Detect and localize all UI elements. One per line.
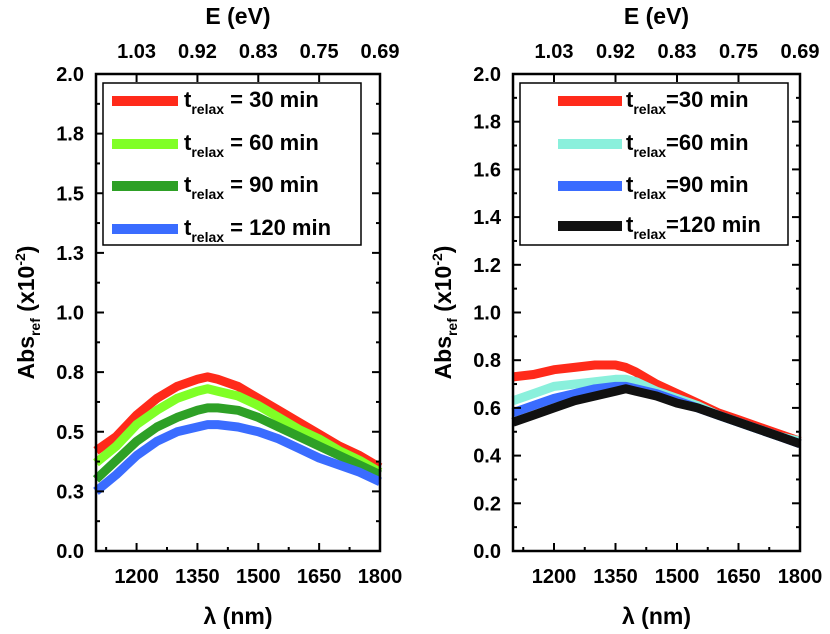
right-absorbance-panel: 1200 1350 1500 1650 1800 1.03 0.92 0.83 0.75 0.69… <box>429 3 822 629</box>
left-absorbance-panel: 1200 1350 1500 1650 1800 1.03 0.92 0.83 0.75 0.69… <box>12 3 402 629</box>
top-tick-label: 0.92 <box>596 41 635 63</box>
y-tick-label: 1.6 <box>473 159 501 181</box>
y-axis-title: Absref (x10-2) <box>429 246 460 380</box>
y-axis-title: Absref (x10-2) <box>12 246 43 380</box>
y-tick-label: 0.8 <box>473 350 501 372</box>
top-tick-label: 1.03 <box>117 41 156 63</box>
series-line-4 <box>511 384 802 448</box>
y-tick-label: 1.0 <box>473 303 501 325</box>
x-tick-label: 1200 <box>114 566 159 588</box>
legend-label-1: trelax = 30 min <box>184 87 319 117</box>
x-tick-label: 1350 <box>175 566 220 588</box>
legend-label-1: trelax=30 min <box>626 87 749 117</box>
top-tick-label: 0.83 <box>239 41 278 63</box>
top-tick-label: 0.75 <box>300 41 339 63</box>
y-tick-label: 0.2 <box>473 493 501 515</box>
y-tick-label: 1.0 <box>56 303 84 325</box>
y-tick-label: 0.8 <box>56 362 84 384</box>
legend-box <box>102 82 362 246</box>
top-tick-label: 1.03 <box>535 41 574 63</box>
legend-label-2: trelax = 60 min <box>184 130 319 160</box>
legend-label-4: trelax=120 min <box>626 212 761 242</box>
top-tick-label: 0.83 <box>658 41 697 63</box>
legend-label-3: trelax=90 min <box>626 172 749 202</box>
y-tick-label: 1.2 <box>473 255 501 277</box>
y-tick-label: 0.6 <box>473 398 501 420</box>
series-line-2 <box>93 384 383 477</box>
y-tick-label: 0.3 <box>56 481 84 503</box>
series-line-4 <box>93 420 382 495</box>
y-tick-label: 1.4 <box>473 207 502 229</box>
x-tick-label: 1500 <box>655 566 700 588</box>
legend-label-3: trelax = 90 min <box>184 172 319 202</box>
top-tick-label: 0.69 <box>781 41 820 63</box>
top-axis-title: E (eV) <box>624 3 689 29</box>
top-tick-label: 0.69 <box>361 41 400 63</box>
y-tick-label: 2.0 <box>56 64 84 86</box>
x-tick-label: 1650 <box>297 566 342 588</box>
x-tick-label: 1800 <box>778 566 823 588</box>
legend-label-4: trelax = 120 min <box>184 215 331 245</box>
top-tick-label: 0.92 <box>178 41 217 63</box>
y-tick-label: 0.5 <box>56 422 84 444</box>
x-tick-label: 1200 <box>532 566 577 588</box>
y-tick-label: 1.5 <box>56 183 84 205</box>
x-tick-label: 1500 <box>236 566 281 588</box>
y-tick-label: 1.8 <box>473 112 501 134</box>
legend-label-2: trelax=60 min <box>626 130 749 160</box>
y-tick-label: 1.3 <box>56 243 84 265</box>
x-tick-label: 1350 <box>593 566 638 588</box>
top-tick-label: 0.75 <box>719 41 758 63</box>
y-tick-label: 1.8 <box>56 124 84 146</box>
x-axis-title: λ (nm) <box>204 603 273 629</box>
legend-box <box>519 82 789 246</box>
x-axis-title: λ (nm) <box>622 603 691 629</box>
x-tick-label: 1650 <box>716 566 761 588</box>
y-tick-label: 0.0 <box>56 541 84 563</box>
x-tick-label: 1800 <box>358 566 403 588</box>
y-tick-label: 0.0 <box>473 541 501 563</box>
y-tick-label: 2.0 <box>473 64 501 86</box>
series-line-3 <box>92 403 382 483</box>
top-axis-title: E (eV) <box>205 3 270 29</box>
y-tick-label: 0.4 <box>473 446 502 468</box>
